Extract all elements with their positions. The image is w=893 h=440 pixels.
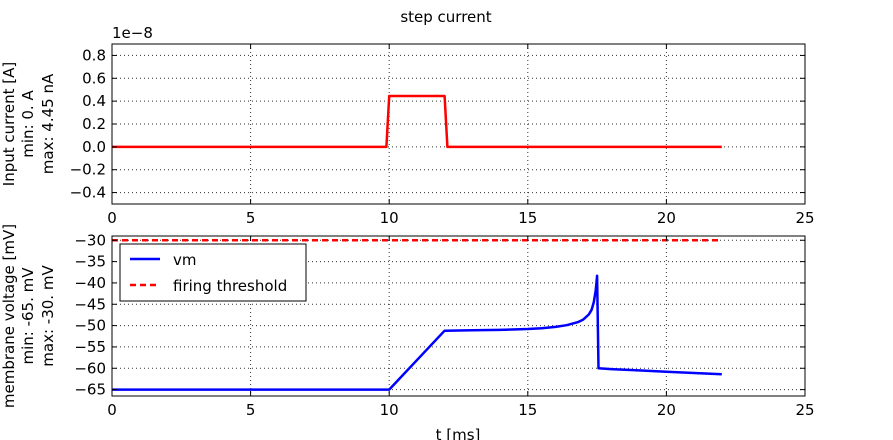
y-ticks-top: −0.4 −0.2 0.0 0.2 0.4 0.6 0.8 bbox=[70, 46, 805, 202]
y-tick-label: 0.8 bbox=[82, 46, 106, 64]
ylabel-bottom-line-1: min: -65. mV bbox=[19, 267, 37, 365]
ylabel-bottom-line-2: max: -30. mV bbox=[39, 265, 57, 367]
x-tick-label: 20 bbox=[657, 209, 676, 227]
x-tick-label: 10 bbox=[380, 209, 399, 227]
series-top bbox=[112, 94, 722, 149]
membrane-voltage-panel: −65 −60 −55 −50 −45 −40 −35 −30 0 5 10 15 20 25 t [m… bbox=[0, 224, 815, 440]
x-tick-label: 20 bbox=[657, 401, 676, 419]
y-axis-label-top: Input current [A] min: 0. A max: 4.45 nA bbox=[0, 62, 57, 186]
y-tick-label: −50 bbox=[74, 317, 106, 335]
legend: vm firing threshold bbox=[119, 243, 307, 302]
series-line-input-current bbox=[112, 94, 722, 149]
x-ticks-bottom: 0 5 10 15 20 25 bbox=[107, 236, 815, 419]
legend-label-vm: vm bbox=[173, 251, 197, 269]
x-tick-label: 10 bbox=[380, 401, 399, 419]
series-bottom bbox=[112, 239, 722, 391]
chart-title: step current bbox=[400, 8, 491, 26]
y-tick-label: 0.0 bbox=[82, 138, 106, 156]
y-axis-label-bottom: membrane voltage [mV] min: -65. mV max: … bbox=[0, 224, 57, 408]
y-tick-label: −0.2 bbox=[70, 161, 106, 179]
y-tick-label: 0.4 bbox=[82, 92, 106, 110]
y-tick-label: −40 bbox=[74, 274, 106, 292]
y-offset-label: 1e−8 bbox=[112, 24, 153, 42]
x-tick-label: 0 bbox=[107, 401, 117, 419]
ylabel-top-line-2: max: 4.45 nA bbox=[39, 73, 57, 174]
ylabel-bottom-line-0: membrane voltage [mV] bbox=[0, 224, 18, 408]
x-tick-label: 25 bbox=[795, 401, 814, 419]
y-tick-label: −55 bbox=[74, 338, 106, 356]
ylabel-top-line-1: min: 0. A bbox=[19, 90, 37, 158]
input-current-panel: −0.4−0.20.00.20.40.60.8 0 5 10 15 20 25 1e−8 … bbox=[0, 24, 815, 227]
series-line-vm bbox=[112, 274, 722, 391]
y-tick-label: −45 bbox=[74, 295, 106, 313]
legend-label-firing-threshold: firing threshold bbox=[173, 277, 287, 295]
x-ticks-top: 0 5 10 15 20 25 bbox=[107, 44, 815, 227]
plot-area-top bbox=[112, 44, 805, 204]
ylabel-top-line-0: Input current [A] bbox=[0, 62, 18, 186]
x-tick-label: 0 bbox=[107, 209, 117, 227]
x-tick-label: 5 bbox=[246, 209, 256, 227]
y-tick-label: 0.6 bbox=[82, 69, 106, 87]
axes-frame-bottom bbox=[111, 235, 806, 397]
x-tick-label: 15 bbox=[518, 209, 537, 227]
legend-box bbox=[119, 243, 307, 302]
y-ticks-bottom: −65 −60 −55 −50 −45 −40 −35 −30 bbox=[74, 231, 805, 399]
x-tick-label: 15 bbox=[518, 401, 537, 419]
y-tick-label: −35 bbox=[74, 253, 106, 271]
y-tick-label: 0.2 bbox=[82, 115, 106, 133]
y-tick-label: −65 bbox=[74, 381, 106, 399]
x-axis-label: t [ms] bbox=[436, 426, 481, 440]
x-tick-label: 5 bbox=[246, 401, 256, 419]
x-tick-label: 25 bbox=[795, 209, 814, 227]
y-tick-label: −0.4 bbox=[70, 184, 106, 202]
y-tick-label: −60 bbox=[74, 359, 106, 377]
y-tick-label: −30 bbox=[74, 231, 106, 249]
